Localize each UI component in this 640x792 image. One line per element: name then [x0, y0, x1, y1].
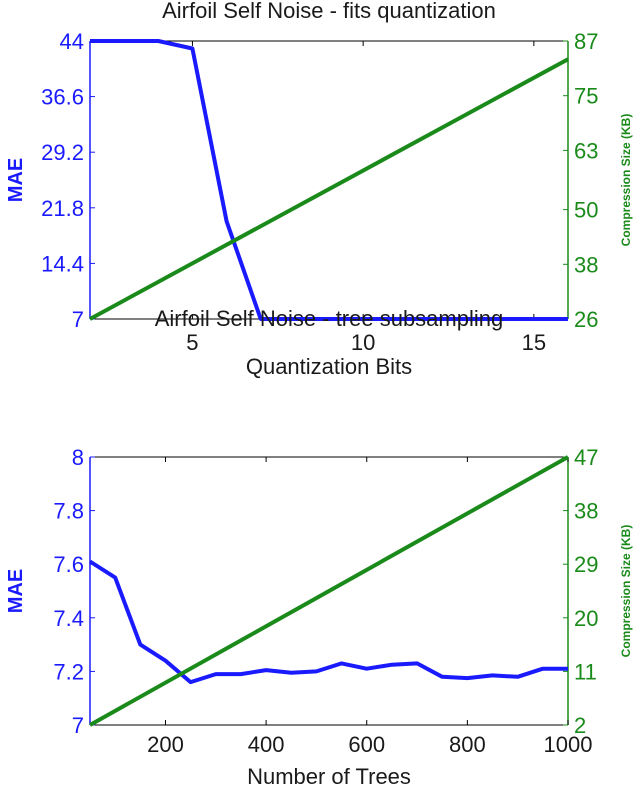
chart1-left-tick-label: 44: [60, 29, 84, 54]
chart2-right-tick-label: 38: [574, 499, 598, 524]
chart2-right-tick-label: 47: [574, 445, 598, 470]
chart2-mae-series-line: [88, 559, 568, 685]
chart2-right-tick-label: 11: [574, 659, 597, 684]
chart1-mae-series-line: [90, 39, 568, 321]
chart2-x-tick-label: 600: [348, 732, 385, 757]
chart1-compression-series-line: [89, 57, 569, 321]
chart1-left-tick-label: 14.4: [41, 251, 84, 276]
chart2-compression-series-line: [89, 455, 569, 727]
chart2-x-tick-label: 800: [449, 732, 486, 757]
chart2-left-tick-label: 7.6: [53, 552, 84, 577]
chart1-right-tick-label: 87: [574, 29, 598, 54]
chart2-left-tick-label: 8: [72, 445, 84, 470]
chart2-x-tick-label: 1000: [544, 732, 593, 757]
chart2-right-tick-label: 29: [574, 552, 598, 577]
chart2-right-axis-label: Compression Size (KB): [619, 525, 633, 658]
chart1-right-tick-label: 38: [574, 252, 598, 277]
chart2-right-tick-label: 20: [574, 606, 598, 631]
chart1-right-tick-label: 63: [574, 138, 598, 163]
chart2-left-tick-label: 7.2: [53, 659, 84, 684]
chart2-x-tick-label: 200: [147, 732, 184, 757]
chart1-x-tick-label: 10: [351, 330, 375, 355]
chart1-left-axis-label: MAE: [5, 158, 27, 202]
chart2-left-tick-label: 7.4: [53, 606, 84, 631]
chart1-left-tick-label: 7: [72, 307, 84, 332]
chart2-left-axis-label: MAE: [5, 569, 27, 613]
chart1-left-tick-label: 29.2: [41, 140, 84, 165]
chart1-x-tick-label: 15: [522, 330, 546, 355]
chart1-x-axis-label: Quantization Bits: [246, 354, 412, 379]
chart2-x-tick-label: 400: [248, 732, 285, 757]
chart1-left-tick-label: 21.8: [41, 196, 84, 221]
chart1-left-tick-label: 36.6: [41, 85, 84, 110]
chart2-left-tick-label: 7: [72, 713, 84, 738]
chart1-right-tick-label: 75: [574, 84, 598, 109]
chart2-right-tick-label: 2: [574, 713, 586, 738]
chart1-x-tick-label: 5: [186, 330, 198, 355]
chart1-title: Airfoil Self Noise - fits quantization: [162, 0, 496, 23]
chart2-title: Airfoil Self Noise - tree subsampling: [155, 306, 503, 331]
chart1-right-tick-label: 26: [574, 307, 598, 332]
chart1-right-axis-label: Compression Size (KB): [619, 114, 633, 247]
chart2-left-tick-label: 7.8: [53, 499, 84, 524]
chart1-right-tick-label: 50: [574, 198, 598, 223]
chart2-x-axis-label: Number of Trees: [247, 764, 411, 789]
